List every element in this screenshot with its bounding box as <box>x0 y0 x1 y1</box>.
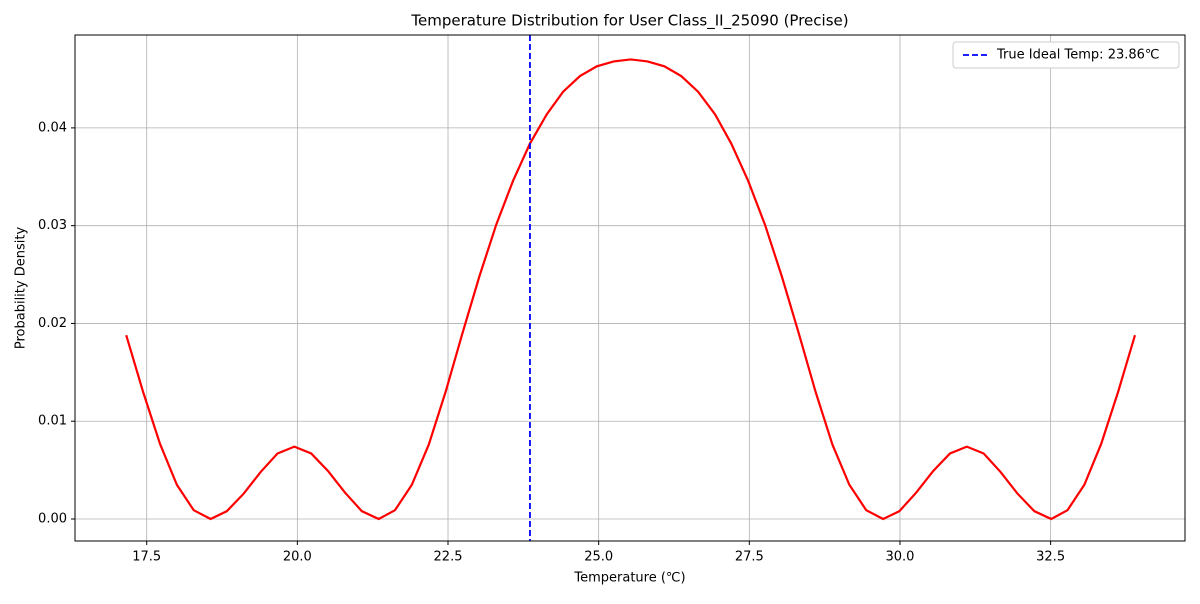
y-tick-label: 0.01 <box>38 414 67 429</box>
x-tick-label: 30.0 <box>885 550 914 565</box>
line-series <box>125 58 1137 521</box>
y-tick-label: 0.02 <box>38 316 67 331</box>
x-tick-label: 27.5 <box>735 550 764 565</box>
x-tick-label: 32.5 <box>1036 550 1065 565</box>
y-tick-label: 0.04 <box>38 120 67 135</box>
legend-label: True Ideal Temp: 23.86℃ <box>996 48 1160 63</box>
x-tick-label: 22.5 <box>434 550 463 565</box>
legend-box <box>952 41 1180 69</box>
x-tick-label: 20.0 <box>283 550 312 565</box>
x-tick-label: 17.5 <box>132 550 161 565</box>
x-tick-label: 25.0 <box>584 550 613 565</box>
plot-frame <box>74 34 1186 542</box>
x-axis-label: Temperature (℃) <box>573 571 685 586</box>
chart-title: Temperature Distribution for User Class_… <box>410 12 848 31</box>
y-axis-label: Probability Density <box>14 227 29 350</box>
y-tick-label: 0.03 <box>38 218 67 233</box>
y-tick-label: 0.00 <box>38 512 67 527</box>
